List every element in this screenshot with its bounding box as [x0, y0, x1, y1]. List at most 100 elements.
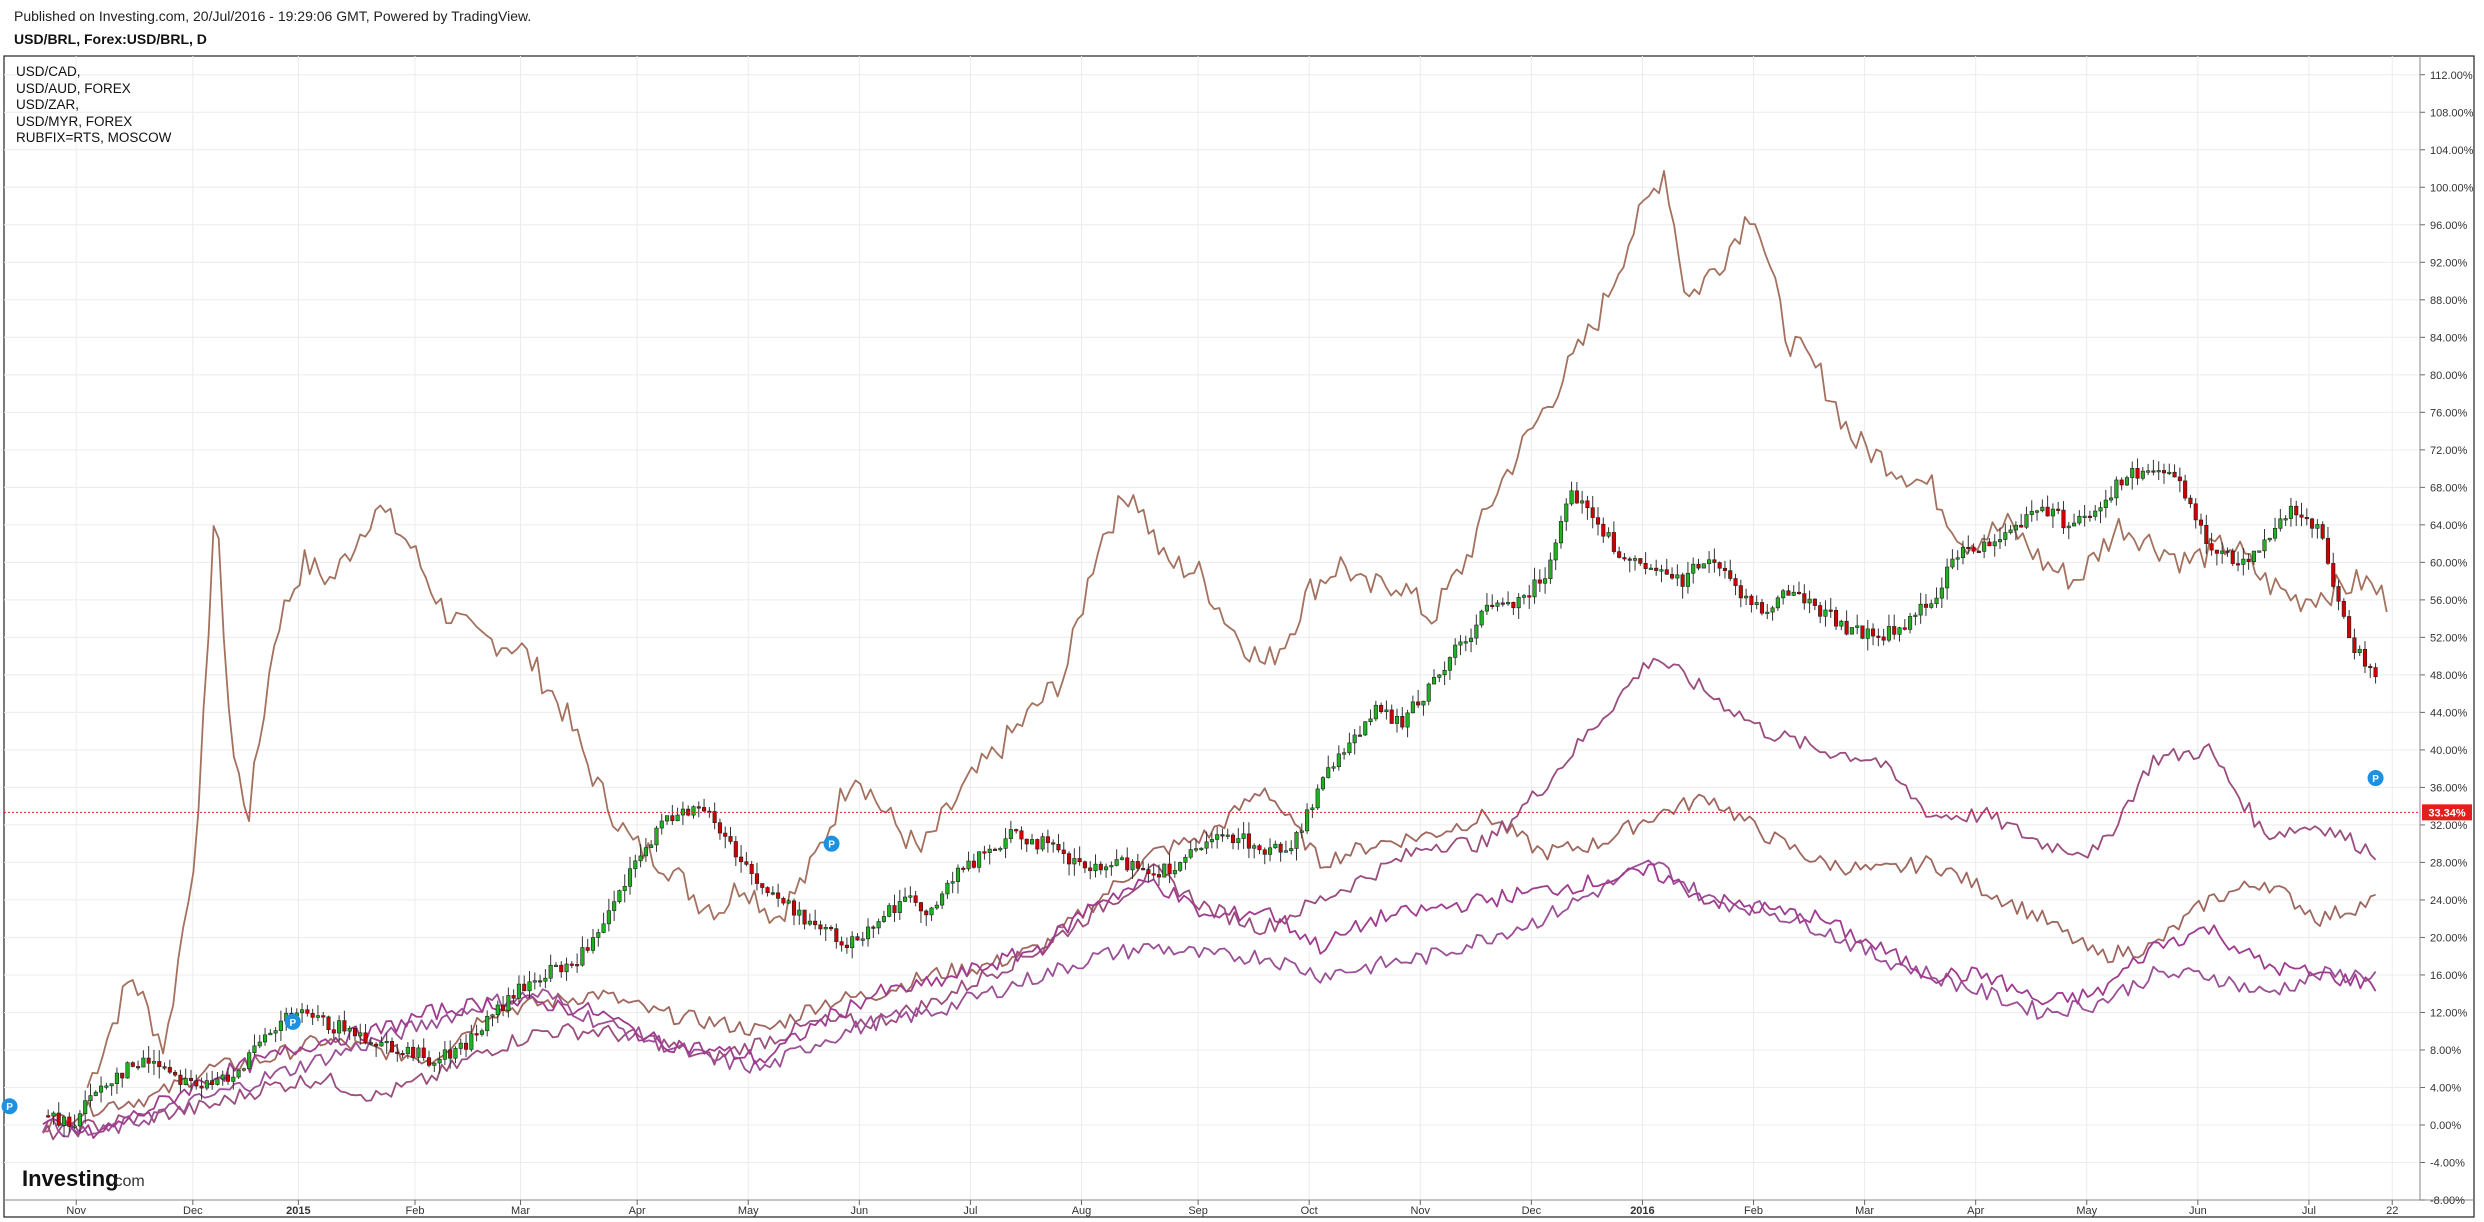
- candle-up: [2093, 510, 2098, 517]
- candle-up: [1950, 558, 1955, 568]
- candle-up: [432, 1062, 437, 1066]
- candle-up: [1178, 862, 1183, 871]
- candle-up: [1326, 767, 1331, 778]
- candle-up: [104, 1085, 109, 1088]
- p-marker-label: P: [6, 1102, 13, 1113]
- candle-up: [1199, 847, 1204, 850]
- x-tick-label: Nov: [66, 1205, 86, 1217]
- y-tick-label: 56.00%: [2430, 595, 2468, 607]
- candle-down: [2230, 551, 2235, 564]
- candle-up: [2103, 499, 2108, 508]
- candle-down: [363, 1032, 368, 1043]
- candle-up: [1331, 766, 1336, 769]
- candle-up: [1130, 861, 1135, 871]
- candle-down: [971, 860, 976, 868]
- candle-down: [2352, 637, 2357, 653]
- candle-up: [866, 926, 871, 940]
- y-tick-label: 96.00%: [2430, 220, 2468, 232]
- candle-up: [2315, 524, 2320, 529]
- candle-down: [188, 1077, 194, 1081]
- candle-up: [1897, 627, 1902, 635]
- candle-down: [1617, 551, 1622, 558]
- candle-down: [802, 909, 807, 925]
- y-tick-label: 108.00%: [2430, 107, 2474, 119]
- candle-up: [2034, 510, 2040, 513]
- candle-up: [2288, 505, 2293, 519]
- symbol-title: USD/BRL, Forex:USD/BRL, D: [14, 31, 207, 47]
- candle-down: [2161, 470, 2167, 474]
- candle-down: [913, 895, 918, 903]
- candle-down: [770, 892, 775, 895]
- y-tick-label: 12.00%: [2430, 1007, 2468, 1019]
- p-marker: [284, 1013, 301, 1030]
- candle-up: [998, 848, 1003, 851]
- candle-up: [2124, 477, 2130, 486]
- candle-up: [945, 882, 950, 895]
- candle-up: [1469, 637, 1474, 642]
- x-tick-label: Nov: [1410, 1205, 1430, 1217]
- candle-down: [421, 1047, 426, 1058]
- candle-up: [1807, 598, 1812, 604]
- candle-up: [1580, 500, 1585, 504]
- candle-up: [2220, 550, 2225, 554]
- candle-down: [1622, 557, 1627, 560]
- candle-down: [2209, 543, 2214, 551]
- candle-up: [2257, 550, 2262, 553]
- y-tick-label: 64.00%: [2430, 520, 2468, 532]
- candle-down: [924, 910, 929, 916]
- candle-down: [1712, 559, 1717, 563]
- candle-up: [2278, 518, 2283, 529]
- candle-down: [1627, 558, 1632, 561]
- candle-up: [88, 1095, 93, 1101]
- candle-up: [1225, 834, 1230, 837]
- y-tick-label: 44.00%: [2430, 707, 2468, 719]
- candle-down: [1881, 636, 1886, 641]
- candle-up: [1855, 625, 1860, 628]
- candle-up: [109, 1083, 114, 1087]
- candle-up: [1320, 777, 1325, 790]
- candle-up: [1781, 590, 1786, 599]
- y-tick-label: 40.00%: [2430, 745, 2468, 757]
- candle-down: [1146, 869, 1151, 874]
- candle-down: [892, 905, 897, 913]
- candle-down: [834, 928, 839, 942]
- candle-up: [83, 1100, 88, 1115]
- candle-up: [479, 1030, 484, 1035]
- candle-down: [2151, 470, 2156, 473]
- candle-up: [2013, 524, 2018, 531]
- candle-up: [99, 1085, 104, 1093]
- series-line: [42, 787, 2376, 1133]
- candle-down: [1257, 845, 1262, 851]
- candle-down: [712, 811, 717, 823]
- candle-up: [337, 1020, 342, 1034]
- candle-down: [136, 1066, 141, 1069]
- candle-up: [2098, 507, 2103, 512]
- candle-down: [2087, 515, 2092, 518]
- candle-up: [1479, 610, 1484, 626]
- x-tick-label: Dec: [183, 1205, 203, 1217]
- candle-down: [162, 1066, 167, 1069]
- candle-up: [1273, 843, 1278, 849]
- candle-up: [1648, 567, 1653, 570]
- y-tick-label: 92.00%: [2430, 257, 2468, 269]
- y-axis: 112.00% 108.00% 104.00% 100.00% 96.00% 92.00%…: [2419, 56, 2474, 1207]
- candle-up: [596, 932, 601, 938]
- legend-item: USD/ZAR,: [16, 97, 80, 113]
- candle-down: [733, 841, 738, 858]
- candle-up: [1162, 863, 1167, 878]
- candle-down: [463, 1042, 469, 1050]
- candle-down: [2193, 503, 2198, 521]
- candle-up: [1188, 849, 1193, 858]
- candle-down: [2135, 468, 2140, 479]
- p-marker: [823, 835, 840, 852]
- candle-down: [374, 1043, 379, 1047]
- candle-up: [1908, 616, 1913, 630]
- candle-down: [2246, 558, 2251, 563]
- candle-down: [2225, 550, 2230, 553]
- candle-up: [1791, 591, 1796, 596]
- candle-down: [702, 807, 707, 812]
- candle-down: [791, 900, 797, 916]
- p-markers[interactable]: P P P P: [1, 770, 2384, 1115]
- candle-up: [458, 1042, 463, 1049]
